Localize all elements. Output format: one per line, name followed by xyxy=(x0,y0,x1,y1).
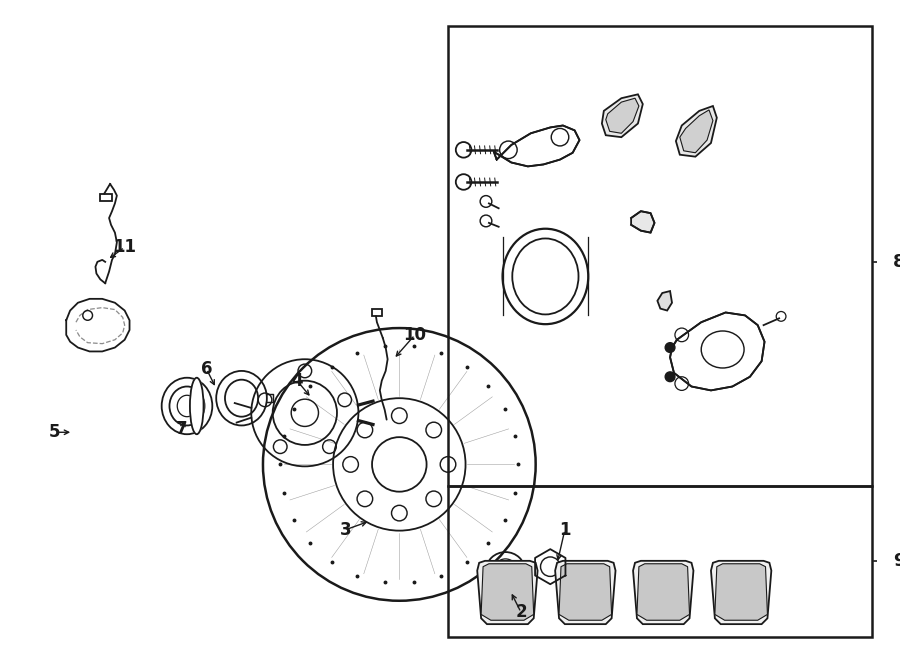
Circle shape xyxy=(665,342,675,352)
Text: 5: 5 xyxy=(49,423,60,442)
Polygon shape xyxy=(711,561,771,624)
Polygon shape xyxy=(482,564,534,620)
Polygon shape xyxy=(602,95,643,137)
Bar xyxy=(448,26,872,486)
Text: 4: 4 xyxy=(292,371,303,389)
Polygon shape xyxy=(555,561,616,624)
Text: 11: 11 xyxy=(113,238,136,256)
Bar xyxy=(448,486,872,637)
Text: 8: 8 xyxy=(893,253,900,271)
Polygon shape xyxy=(606,98,639,134)
Polygon shape xyxy=(494,126,580,167)
Text: 1: 1 xyxy=(559,521,571,539)
Ellipse shape xyxy=(190,377,203,434)
Polygon shape xyxy=(633,561,693,624)
Polygon shape xyxy=(670,313,764,391)
Text: 7: 7 xyxy=(176,420,188,438)
Polygon shape xyxy=(657,291,672,311)
Polygon shape xyxy=(676,106,716,157)
Bar xyxy=(372,309,382,317)
Polygon shape xyxy=(477,561,537,624)
Ellipse shape xyxy=(701,331,744,368)
Polygon shape xyxy=(637,564,689,620)
Text: 2: 2 xyxy=(515,603,526,621)
Circle shape xyxy=(665,372,675,381)
Polygon shape xyxy=(631,212,654,233)
Text: 9: 9 xyxy=(893,552,900,570)
Text: 10: 10 xyxy=(403,326,427,344)
Polygon shape xyxy=(680,110,713,153)
Text: 3: 3 xyxy=(340,521,352,539)
Bar xyxy=(100,194,112,202)
Text: 6: 6 xyxy=(201,360,212,378)
Polygon shape xyxy=(559,564,612,620)
Polygon shape xyxy=(715,564,768,620)
